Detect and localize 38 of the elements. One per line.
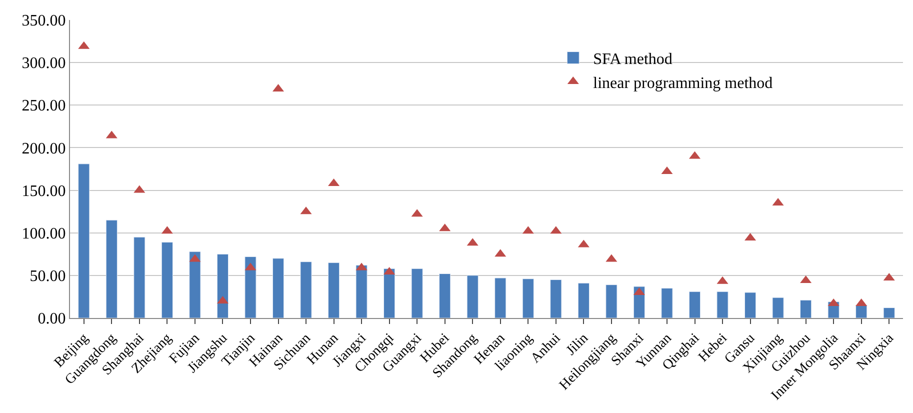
bar: [772, 297, 784, 318]
bar: [494, 278, 506, 318]
bar: [688, 291, 701, 318]
legend-label: linear programming method: [593, 74, 773, 92]
bar: [272, 258, 284, 318]
bar: [411, 268, 423, 318]
bar: [216, 254, 229, 318]
bar: [161, 242, 173, 318]
bar: [328, 262, 340, 318]
y-tick-label: 0.00: [38, 310, 66, 328]
bar: [606, 284, 618, 318]
bar: [883, 308, 895, 318]
y-tick-label: 300.00: [22, 55, 66, 72]
y-tick-label: 150.00: [22, 182, 66, 200]
bar: [439, 273, 451, 318]
bar: [134, 236, 146, 318]
bar: [856, 304, 868, 318]
bar: [356, 264, 368, 318]
legend-label: SFA method: [593, 51, 672, 68]
bar: [106, 220, 118, 318]
bar: [189, 251, 201, 318]
bar: [522, 278, 534, 318]
y-tick-label: 200.00: [22, 140, 66, 158]
bar: [300, 262, 312, 318]
bar: [244, 256, 256, 318]
y-tick-label: 350.00: [22, 12, 66, 30]
bar: [550, 279, 562, 318]
y-tick-label: 250.00: [22, 98, 66, 115]
bar: [800, 300, 812, 318]
bar: [716, 291, 728, 318]
y-tick-label: 100.00: [22, 225, 66, 242]
y-tick-label: 50.00: [30, 268, 66, 286]
bar: [384, 268, 396, 318]
bar: [661, 288, 673, 318]
bar: [744, 292, 756, 318]
bar: [78, 164, 90, 318]
bar: [578, 282, 590, 318]
bar: [466, 275, 478, 318]
